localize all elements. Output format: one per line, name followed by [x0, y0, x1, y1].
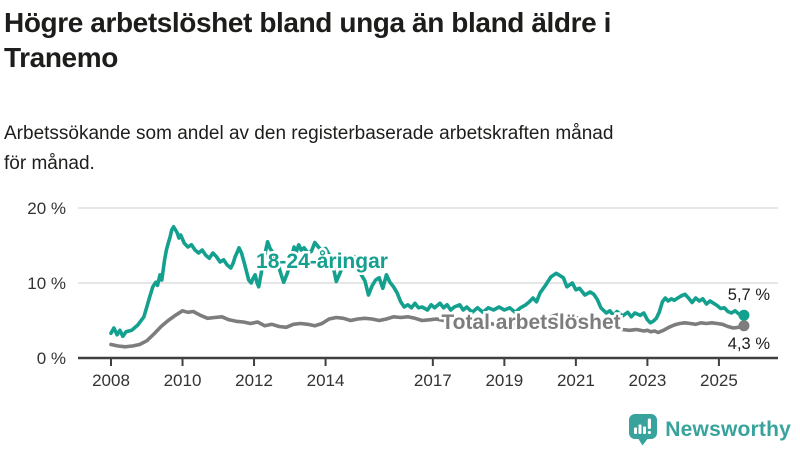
y-tick-label-20: 20 % [27, 199, 66, 218]
page-title: Högre arbetslöshet bland unga än bland ä… [4, 5, 611, 75]
series-label-youth: 18-24-åringar [256, 250, 388, 273]
series-label-total: Total arbetslöshet [441, 311, 620, 334]
x-tick-label-2017: 2017 [414, 371, 452, 390]
x-tick-label-2025: 2025 [700, 371, 738, 390]
x-tick-label-2019: 2019 [485, 371, 523, 390]
page-subtitle-line1: Arbetssökande som andel av den registerb… [4, 123, 614, 144]
y-tick-label-0: 0 % [37, 349, 66, 368]
end-dot-youth [738, 309, 750, 321]
x-tick-label-2010: 2010 [164, 371, 202, 390]
end-value-label-youth: 5,7 % [728, 286, 771, 304]
page-subtitle: Arbetssökande som andel av den registerb… [4, 119, 613, 179]
x-tick-label-2008: 2008 [92, 371, 130, 390]
end-value-label-total: 4,3 % [728, 335, 771, 353]
page-title-line1: Högre arbetslöshet bland unga än bland ä… [4, 7, 612, 38]
x-tick-label-2023: 2023 [628, 371, 666, 390]
chart-line-total [109, 308, 746, 349]
newsworthy-logo-icon [629, 414, 658, 446]
brand-logo: Newsworthy [629, 414, 791, 446]
chart-line-youth [109, 225, 746, 339]
x-tick-label-2014: 2014 [307, 371, 345, 390]
brand-name: Newsworthy [665, 418, 791, 441]
page-subtitle-line2: för månad. [4, 153, 95, 174]
x-tick-label-2012: 2012 [235, 371, 273, 390]
page-title-line2: Tranemo [4, 42, 118, 73]
y-tick-label-10: 10 % [27, 274, 66, 293]
end-dot-total [738, 320, 750, 332]
x-tick-label-2021: 2021 [557, 371, 595, 390]
